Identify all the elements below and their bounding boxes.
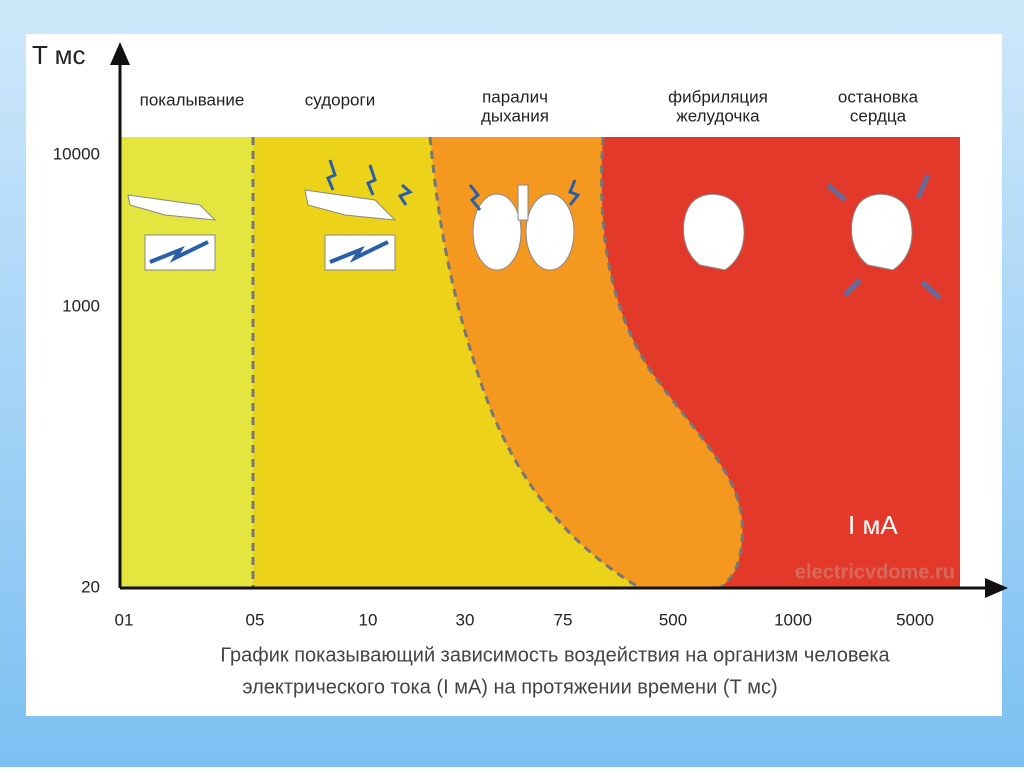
x-tick-label: 1000	[774, 610, 812, 629]
x-tick-label: 05	[246, 610, 265, 629]
boundary	[428, 136, 641, 590]
boundary	[600, 136, 744, 590]
zone-label: сердца	[850, 106, 907, 125]
zone-label: паралич	[482, 87, 548, 106]
x-tick-label: 75	[554, 610, 573, 629]
x-tick-label: 10	[359, 610, 378, 629]
caption: электрического тока (I мА) на протяжении…	[242, 676, 777, 698]
y-axis-label: T мс	[32, 40, 86, 70]
x-tick-label: 30	[456, 610, 475, 629]
x-axis-label: I мА	[848, 510, 898, 540]
icon-hand	[304, 159, 413, 271]
x-tick-label: 5000	[896, 610, 934, 629]
icon-heart	[682, 193, 745, 271]
y-arrow	[110, 42, 130, 65]
watermark: electricvdome.ru	[795, 561, 955, 583]
zone-label: покалывание	[140, 90, 245, 109]
icon-heart	[826, 174, 942, 300]
zone-label: желудочка	[676, 106, 760, 125]
y-tick-label: 20	[81, 577, 100, 596]
caption: График показывающий зависимость воздейст…	[220, 644, 890, 666]
x-tick-label: 500	[659, 610, 687, 629]
zone-label: судороги	[305, 90, 375, 109]
zone-label: фибриляция	[668, 87, 768, 106]
icon-lungs	[468, 179, 581, 271]
x-arrow	[985, 578, 1008, 598]
zone-label: дыхания	[481, 106, 549, 125]
x-tick-label: 01	[115, 610, 134, 629]
icon-hand	[127, 194, 217, 271]
y-tick-label: 10000	[53, 144, 100, 163]
zone-label: остановка	[838, 87, 919, 106]
y-tick-label: 1000	[62, 296, 100, 315]
